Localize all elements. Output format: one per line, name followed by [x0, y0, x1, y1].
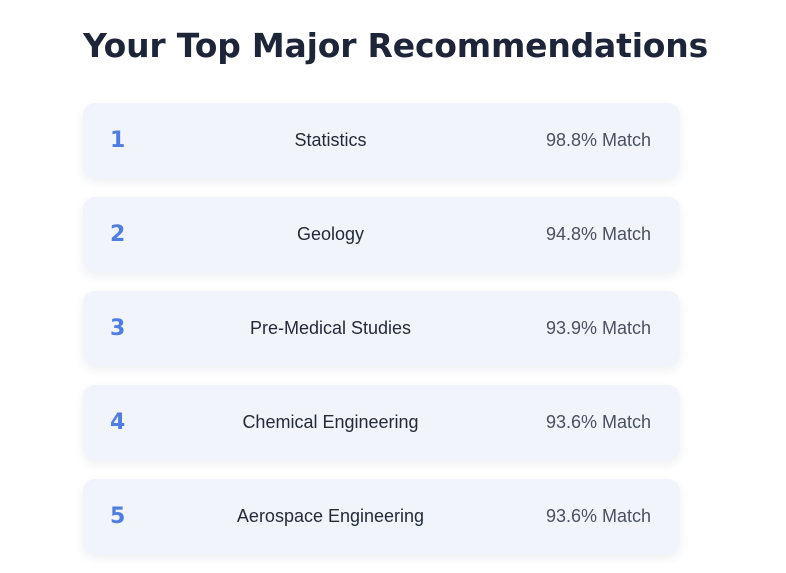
recommendation-card[interactable]: 4 Chemical Engineering 93.6% Match	[83, 385, 680, 460]
rank-number: 5	[110, 504, 126, 529]
match-percentage: 93.6% Match	[545, 412, 651, 432]
recommendation-card[interactable]: 5 Aerospace Engineering 93.6% Match	[83, 479, 680, 554]
rank-number: 1	[110, 128, 126, 153]
major-name: Chemical Engineering	[242, 412, 419, 432]
match-percentage: 93.9% Match	[545, 318, 651, 338]
page-title: Your Top Major Recommendations	[83, 26, 709, 65]
recommendations-list: 1 Statistics 98.8% Match 2 Geology 94.8%…	[83, 103, 680, 573]
major-name: Statistics	[294, 130, 367, 150]
major-name: Pre-Medical Studies	[249, 318, 412, 338]
rank-number: 3	[110, 316, 126, 341]
rank-number: 4	[110, 410, 126, 435]
match-percentage: 93.6% Match	[545, 506, 651, 526]
match-percentage: 94.8% Match	[545, 224, 651, 244]
major-name: Aerospace Engineering	[236, 506, 425, 526]
recommendation-card[interactable]: 3 Pre-Medical Studies 93.9% Match	[83, 291, 680, 366]
recommendation-card[interactable]: 2 Geology 94.8% Match	[83, 197, 680, 272]
recommendation-card[interactable]: 1 Statistics 98.8% Match	[83, 103, 680, 178]
rank-number: 2	[110, 222, 126, 247]
match-percentage: 98.8% Match	[545, 130, 651, 150]
major-name: Geology	[296, 224, 365, 244]
